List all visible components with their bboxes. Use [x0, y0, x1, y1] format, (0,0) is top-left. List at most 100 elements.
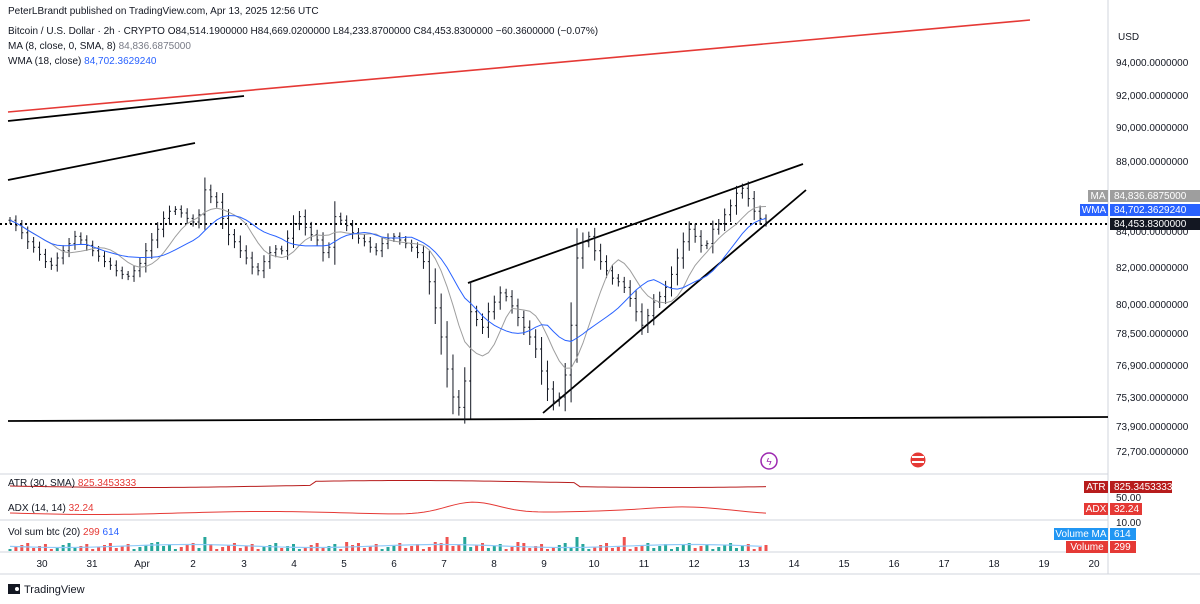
price-tick-label: 75,300.0000000 [1116, 393, 1189, 404]
wma-price-tag: WMA 84,702.3629240 [1080, 204, 1200, 216]
trendline-red[interactable] [7, 19, 1031, 113]
price-bar [534, 329, 538, 358]
wedge-lower-line[interactable] [542, 189, 807, 414]
us-flag-icon[interactable] [909, 451, 927, 469]
atr-value: 825.3453333 [77, 478, 137, 489]
price-bar [120, 266, 124, 280]
volume-bar [120, 546, 124, 551]
volume-value: 299 [83, 527, 100, 538]
svg-text:614: 614 [1114, 529, 1131, 540]
volume-bar [179, 547, 183, 551]
price-bar [362, 234, 366, 247]
volume-bar [740, 546, 744, 551]
volume-bar [510, 547, 514, 551]
price-bar [522, 310, 526, 335]
volume-bar [321, 548, 325, 551]
price-bar [740, 183, 744, 199]
price-bar [43, 248, 47, 268]
volume-bar [97, 547, 101, 551]
adx-legend[interactable]: ADX (14, 14) 32.24 [8, 503, 94, 514]
time-tick-label: 13 [738, 559, 750, 570]
trendline-upper-1[interactable] [7, 95, 245, 122]
price-bar [634, 290, 638, 322]
publisher-line: PeterLBrandt published on TradingView.co… [8, 6, 319, 17]
symbol-title[interactable]: Bitcoin / U.S. Dollar · 2h · CRYPTO [8, 26, 165, 37]
time-tick-label: 31 [86, 559, 98, 570]
price-bar [528, 320, 532, 345]
ma-legend[interactable]: MA (8, close, 0, SMA, 8) 84,836.6875000 [8, 41, 191, 52]
price-bar [73, 230, 77, 250]
volume-bar [729, 543, 733, 551]
volume-bar [439, 543, 443, 551]
price-bar [108, 257, 112, 270]
time-axis[interactable]: 30 31 Apr 2 3 4 5 6 7 8 9 10 11 12 13 14 15 16 17 18 19 20 [36, 559, 1100, 570]
adx-tag: ADX 32.24 [1084, 503, 1142, 515]
volume-bar [481, 543, 484, 551]
price-bar [551, 381, 555, 411]
event-icon[interactable]: ϟ [760, 452, 778, 470]
support-line[interactable] [7, 416, 1109, 422]
price-bar [510, 290, 514, 314]
svg-text:32.24: 32.24 [1114, 504, 1139, 515]
atr-legend[interactable]: ATR (30, SMA) 825.3453333 [8, 478, 136, 489]
price-bar [646, 308, 650, 333]
price-bar [374, 243, 378, 256]
volume-bars [8, 537, 768, 551]
volume-bar [114, 548, 118, 551]
volume-bar [132, 549, 136, 551]
price-bar [238, 235, 242, 258]
volume-bar [504, 549, 508, 551]
ma-price-tag: MA 84,836.6875000 [1088, 190, 1200, 202]
price-bar [85, 235, 89, 251]
volume-bar [215, 549, 219, 551]
price-bar [463, 367, 467, 424]
price-bar [114, 260, 118, 277]
time-tick-label: 20 [1088, 559, 1100, 570]
trendline-upper-2[interactable] [7, 142, 196, 181]
volume-bar [126, 544, 130, 551]
price-bar [380, 238, 384, 258]
price-bar [262, 255, 266, 279]
volume-bar [167, 544, 171, 551]
volume-bar [658, 546, 662, 551]
price-bar [593, 227, 597, 261]
volume-bar [463, 537, 467, 551]
volume-bar [717, 547, 721, 551]
time-tick-label: 3 [241, 559, 247, 570]
volume-legend[interactable]: Vol sum btc (20) 299 614 [8, 527, 119, 538]
volume-bar [758, 547, 762, 551]
volume-bar [38, 546, 42, 551]
volume-bar [421, 549, 425, 551]
volume-bar [49, 549, 53, 551]
svg-text:ATR: ATR [1086, 482, 1105, 493]
time-tick-label: 5 [341, 559, 347, 570]
time-tick-label: 7 [441, 559, 447, 570]
svg-text:ϟ: ϟ [766, 457, 772, 468]
adx-tick-10: 10.00 [1116, 518, 1141, 529]
volume-bar [20, 545, 24, 551]
volume-bar [297, 549, 301, 551]
price-bar [398, 232, 402, 245]
price-bar [622, 276, 626, 293]
price-bar [416, 242, 420, 259]
price-bar [758, 205, 762, 225]
price-bar [49, 257, 53, 270]
wma-legend[interactable]: WMA (18, close) 84,702.3629240 [8, 56, 156, 67]
price-bar [297, 211, 301, 231]
price-bar [173, 206, 177, 215]
price-bar [557, 392, 561, 407]
time-tick-label: 2 [190, 559, 196, 570]
volume-bar [457, 544, 461, 551]
volume-bar [185, 545, 189, 551]
price-bar [675, 248, 679, 286]
price-bar [681, 232, 685, 269]
price-bar [404, 235, 408, 249]
volume-bar [244, 546, 248, 551]
price-axis[interactable]: 94,000.0000000 92,000.0000000 90,000.00000… [1116, 58, 1189, 458]
price-bar [481, 313, 484, 335]
price-bar [575, 228, 579, 363]
price-bar [351, 220, 355, 240]
price-bar [717, 219, 721, 235]
price-bars [8, 177, 768, 424]
